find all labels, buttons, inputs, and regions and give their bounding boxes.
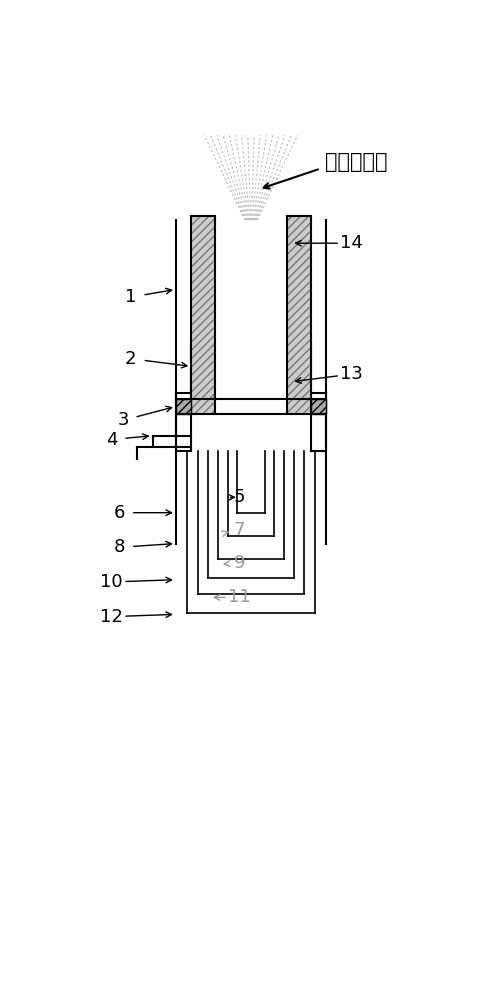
Text: 7: 7 [233,521,244,539]
Bar [176,399,191,414]
Bar [310,399,325,414]
Bar [191,216,214,413]
Text: 6: 6 [113,504,124,522]
Text: 5: 5 [233,488,244,506]
Text: 2: 2 [125,350,136,368]
Text: 4: 4 [105,431,117,449]
Text: 10: 10 [100,573,122,591]
Text: 12: 12 [100,608,122,626]
Text: 激发源炬焰: 激发源炬焰 [324,152,386,172]
Text: 8: 8 [113,538,124,556]
Text: 9: 9 [233,554,244,572]
Text: 13: 13 [340,365,363,383]
Text: 1: 1 [125,288,136,306]
Text: 14: 14 [340,234,363,252]
Bar [287,216,310,413]
Text: 3: 3 [117,411,129,429]
Text: 11: 11 [227,588,250,606]
